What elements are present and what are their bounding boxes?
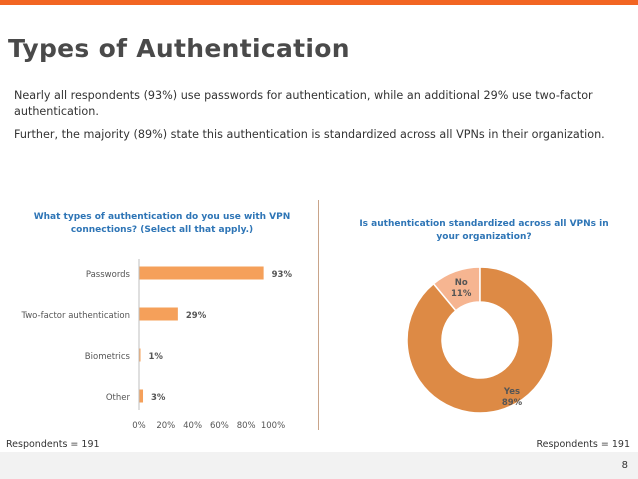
top-accent-bar: [0, 0, 638, 5]
respondents-note-left: Respondents = 191: [6, 439, 100, 450]
x-tick-label: 40%: [183, 421, 202, 431]
bar-chart-title: connections? (Select all that apply.): [71, 225, 253, 235]
bar-category-label: Other: [106, 393, 131, 403]
authentication-types-bar-chart: What types of authentication do you use …: [20, 212, 293, 431]
page-number: 8: [621, 460, 628, 471]
donut-slice-yes: [406, 266, 554, 414]
bar: [139, 266, 264, 280]
standardization-donut-chart: Is authentication standardized across al…: [359, 219, 609, 414]
bar-value-label: 3%: [151, 393, 166, 403]
chart-divider: [318, 200, 319, 430]
summary-paragraph-1: Nearly all respondents (93%) use passwor…: [14, 89, 593, 118]
donut-slice-label: No: [455, 278, 468, 288]
x-tick-label: 80%: [237, 421, 256, 431]
x-tick-label: 100%: [261, 421, 285, 431]
donut-slice-label: Yes: [503, 387, 520, 397]
respondents-note-right: Respondents = 191: [536, 439, 630, 450]
donut-slice-value: 11%: [451, 289, 472, 299]
bottom-bar: [0, 452, 638, 479]
x-tick-label: 0%: [132, 421, 146, 431]
slide-title: Types of Authentication: [8, 34, 350, 63]
donut-chart-title: your organization?: [436, 232, 531, 242]
bar-value-label: 93%: [272, 270, 293, 280]
bar-value-label: 29%: [186, 311, 207, 321]
bar-category-label: Two-factor authentication: [20, 311, 130, 321]
bar: [139, 307, 178, 321]
bar-chart-title: What types of authentication do you use …: [34, 212, 291, 222]
donut-chart-title: Is authentication standardized across al…: [359, 219, 608, 229]
x-tick-label: 20%: [156, 421, 175, 431]
donut-slice-value: 89%: [502, 398, 523, 408]
bar-value-label: 1%: [149, 352, 164, 362]
x-tick-label: 60%: [210, 421, 229, 431]
bar-category-label: Biometrics: [85, 352, 131, 362]
summary-paragraph-2: Further, the majority (89%) state this a…: [14, 128, 605, 141]
bar: [139, 348, 141, 362]
bar-category-label: Passwords: [86, 270, 131, 280]
bar: [139, 389, 144, 403]
